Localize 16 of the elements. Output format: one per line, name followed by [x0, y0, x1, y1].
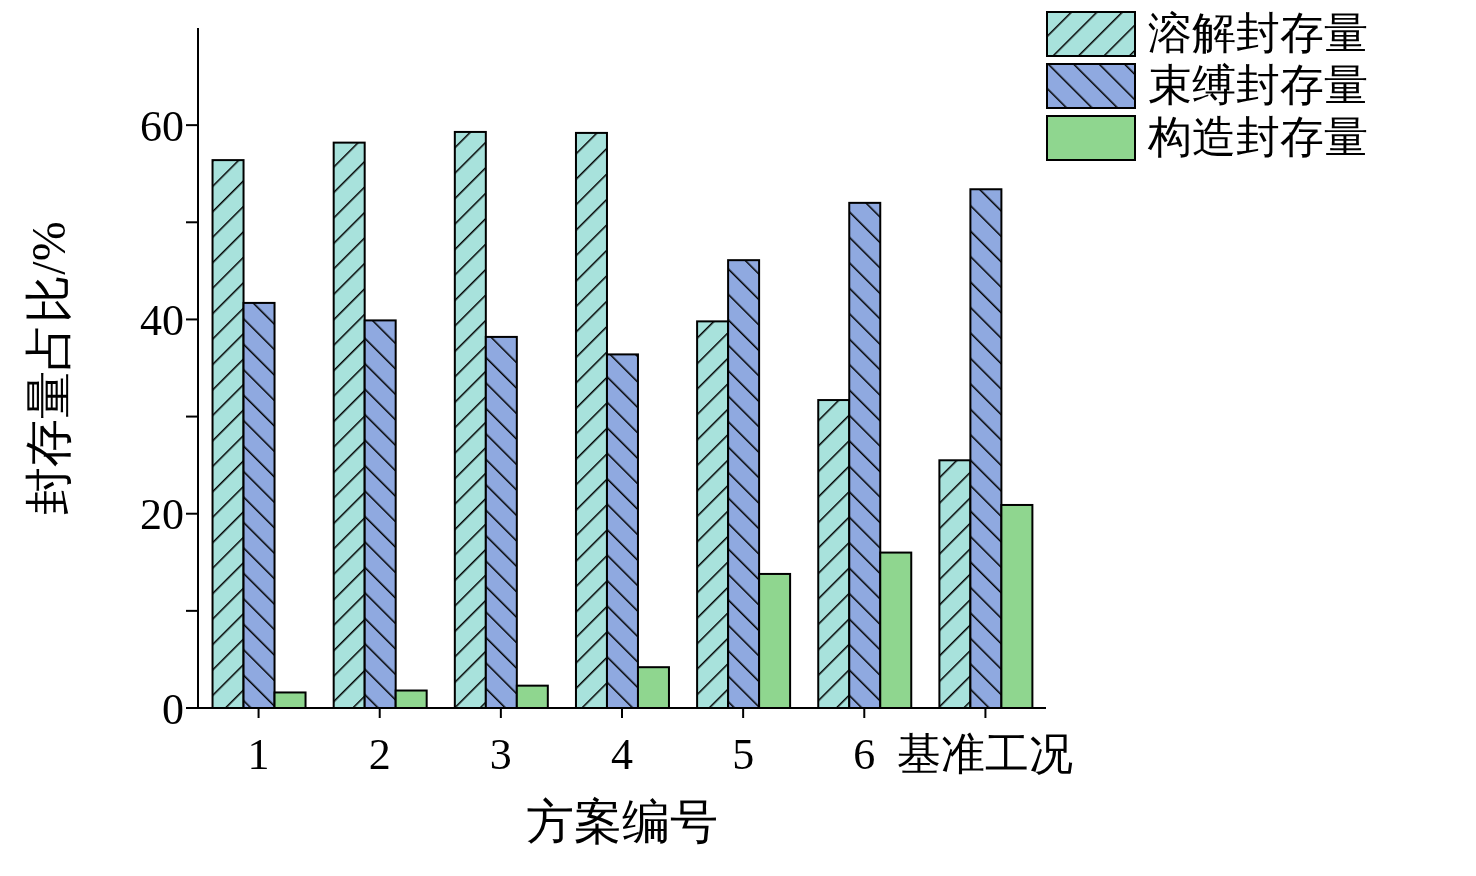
- x-tick-label: 2: [368, 730, 391, 780]
- y-tick-label: 20: [140, 490, 184, 540]
- y-tick-label: 60: [140, 101, 184, 151]
- legend-label: 束缚封存量: [1148, 60, 1368, 112]
- y-axis-title: 封存量占比/%: [22, 221, 76, 515]
- x-tick-label: 5: [732, 730, 755, 780]
- x-tick-label: 3: [489, 730, 512, 780]
- x-tick-label: 基准工况: [897, 730, 1074, 780]
- x-axis-title: 方案编号: [526, 795, 718, 848]
- legend-label: 构造封存量: [1148, 112, 1368, 164]
- x-tick-label: 6: [853, 730, 876, 780]
- x-tick-label: 4: [611, 730, 633, 780]
- y-tick-label: 0: [162, 684, 184, 734]
- legend-label: 溶解封存量: [1148, 8, 1368, 60]
- y-tick-label: 40: [140, 296, 184, 346]
- x-tick-label: 1: [247, 730, 270, 780]
